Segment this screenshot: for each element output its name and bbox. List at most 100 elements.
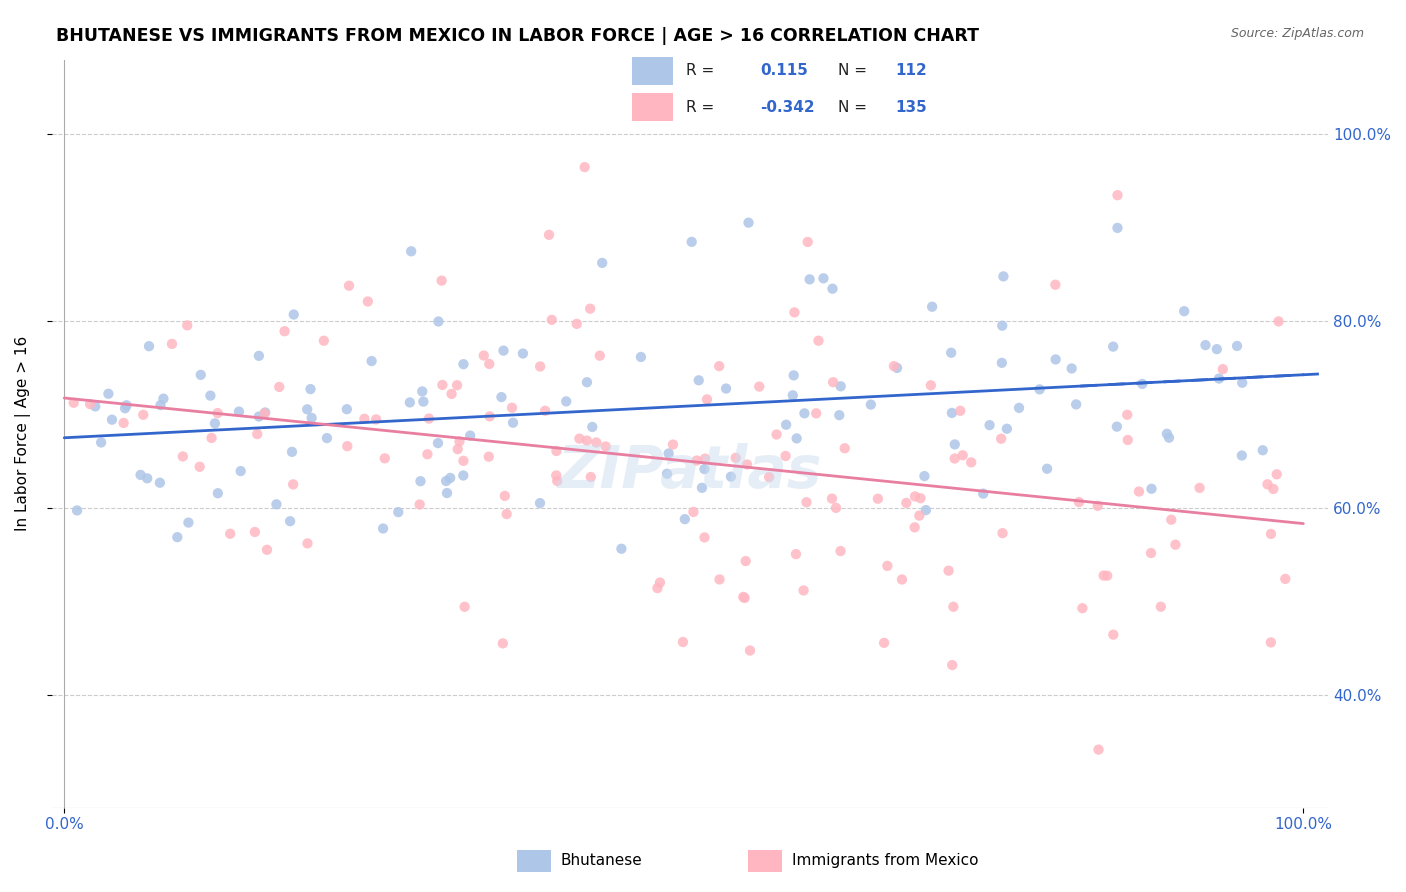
Point (921, 300, 943, 314)
Point (575, 376, 598, 390)
Point (254, 405, 277, 419)
Point (84, 400, 107, 414)
Text: N =: N = (838, 63, 868, 78)
Point (737, 216, 759, 230)
Point (883, 359, 905, 373)
Point (830, 379, 852, 393)
Point (1150, 599, 1173, 614)
Point (97, 386, 120, 401)
Point (686, 453, 709, 467)
Point (807, 334, 830, 348)
Point (337, 278, 360, 293)
Text: Immigrants from Mexico: Immigrants from Mexico (793, 854, 979, 868)
Point (972, 486, 994, 500)
Point (512, 346, 534, 360)
Point (589, 349, 612, 363)
Point (529, 496, 551, 510)
Point (796, 495, 818, 509)
Point (1226, 339, 1249, 353)
Point (301, 411, 323, 425)
Point (228, 404, 250, 418)
Point (266, 497, 288, 511)
Point (1265, 467, 1288, 482)
Point (1102, 340, 1125, 354)
Point (1116, 408, 1139, 422)
Point (432, 378, 454, 392)
Point (1095, 568, 1118, 582)
Point (281, 445, 304, 459)
Point (585, 435, 607, 450)
Point (229, 464, 252, 478)
Point (478, 409, 501, 424)
Point (873, 636, 896, 650)
Point (176, 318, 198, 333)
Point (714, 382, 737, 396)
Point (1251, 443, 1274, 458)
Point (295, 402, 318, 417)
Point (610, 541, 633, 556)
Point (662, 437, 685, 451)
Point (299, 382, 322, 396)
Point (1071, 601, 1094, 615)
Point (200, 431, 222, 445)
Point (316, 431, 339, 445)
Point (453, 454, 475, 468)
Point (534, 403, 557, 417)
Point (799, 272, 821, 286)
Point (783, 305, 806, 319)
Point (1116, 433, 1139, 447)
Point (709, 573, 731, 587)
Point (682, 505, 704, 519)
Point (177, 516, 200, 530)
Point (912, 469, 935, 483)
Point (418, 411, 440, 425)
Point (658, 446, 681, 460)
Bar (633, 57, 672, 86)
Point (647, 581, 669, 595)
Point (581, 420, 603, 434)
Point (408, 498, 430, 512)
Point (447, 442, 470, 457)
Point (502, 416, 524, 430)
Point (595, 440, 617, 454)
Point (172, 450, 194, 464)
Point (152, 392, 174, 406)
Point (353, 411, 375, 425)
Point (188, 459, 211, 474)
Point (360, 354, 382, 368)
Point (436, 486, 458, 500)
Point (575, 434, 598, 448)
Point (427, 436, 450, 450)
Point (449, 434, 471, 449)
Point (1107, 221, 1129, 235)
Point (1160, 513, 1182, 527)
Point (247, 409, 270, 424)
Text: R =: R = (686, 100, 714, 115)
Point (735, 458, 758, 472)
Point (371, 522, 394, 536)
Point (821, 491, 844, 506)
Point (478, 357, 501, 371)
Text: N =: N = (838, 100, 868, 115)
Point (336, 439, 359, 453)
Text: R =: R = (686, 63, 714, 78)
Point (630, 350, 652, 364)
Point (1274, 572, 1296, 586)
Point (920, 378, 942, 392)
Point (399, 244, 422, 259)
Point (537, 227, 560, 242)
Point (434, 474, 457, 488)
Point (681, 235, 703, 249)
Point (1064, 397, 1087, 411)
Point (1156, 426, 1178, 441)
Point (1092, 568, 1115, 582)
Point (960, 455, 983, 469)
Point (1267, 314, 1289, 328)
Point (1008, 401, 1031, 415)
Point (672, 635, 695, 649)
Point (207, 406, 229, 420)
Text: Bhutanese: Bhutanese (561, 854, 643, 868)
Point (160, 337, 183, 351)
Point (427, 314, 450, 328)
Point (765, 427, 787, 442)
